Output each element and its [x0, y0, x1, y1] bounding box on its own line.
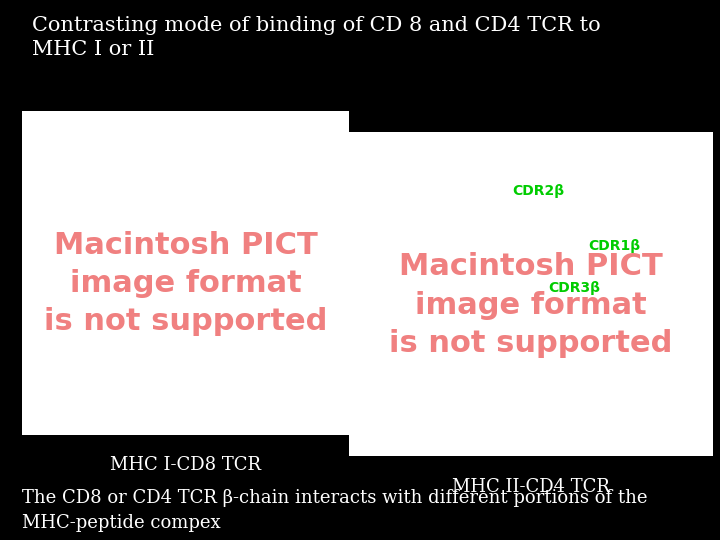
- Text: Macintosh PICT
image format
is not supported: Macintosh PICT image format is not suppo…: [390, 252, 672, 358]
- Bar: [22, 111, 349, 435]
- Bar: [349, 132, 713, 456]
- Text: CDR3β: CDR3β: [549, 281, 600, 295]
- Text: CDR2β: CDR2β: [512, 184, 564, 198]
- Text: Contrasting mode of binding of CD 8 and CD4 TCR to
MHC I or II: Contrasting mode of binding of CD 8 and …: [32, 16, 601, 59]
- Text: The CD8 or CD4 TCR β-chain interacts with different portions of the
MHC-peptide : The CD8 or CD4 TCR β-chain interacts wit…: [22, 489, 647, 532]
- Text: Macintosh PICT
image format
is not supported: Macintosh PICT image format is not suppo…: [44, 231, 327, 336]
- Text: MHC II-CD4 TCR: MHC II-CD4 TCR: [452, 478, 610, 496]
- Text: MHC I-CD8 TCR: MHC I-CD8 TCR: [110, 456, 261, 474]
- Text: CDR1β: CDR1β: [588, 239, 641, 253]
